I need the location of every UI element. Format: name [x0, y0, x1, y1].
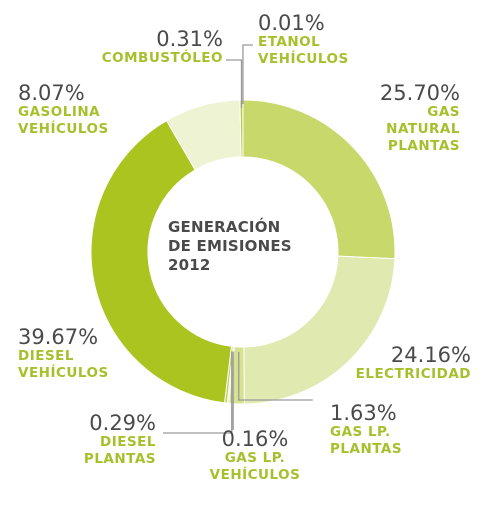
slice-name-line: VEHÍCULOS	[209, 467, 301, 483]
value-label: 1.63%	[330, 401, 397, 425]
slice-name-line: PLANTAS	[387, 138, 460, 154]
slice-name-line: GAS	[427, 104, 460, 120]
slice-electricidad	[243, 255, 396, 405]
value-label: 8.07%	[18, 81, 85, 105]
leader-line-etanol-vehiculos	[242, 44, 253, 105]
label-diesel-vehiculos: 39.67% DIESEL VEHÍCULOS	[18, 326, 109, 382]
slice-name-line: ELECTRICIDAD	[355, 366, 471, 382]
chart-title: GENERACIÓN DE EMISIONES 2012	[168, 218, 318, 275]
slice-name-line: DIESEL	[18, 348, 74, 364]
slice-diesel-veh-culos	[90, 119, 233, 404]
label-electricidad: 24.16% ELECTRICIDAD	[356, 344, 471, 383]
slice-name-line: VEHÍCULOS	[258, 51, 349, 67]
leader-line-combustoleo	[226, 59, 243, 109]
donut-slices	[90, 99, 396, 405]
slice-name-line: VEHÍCULOS	[18, 121, 109, 137]
slice-name-line: NATURAL	[386, 121, 460, 137]
title-line-2: DE EMISIONES	[168, 237, 292, 255]
value-label: 0.31%	[156, 27, 223, 51]
slice-name-line: GASOLINA	[18, 104, 101, 120]
value-label: 39.67%	[18, 325, 99, 349]
slice-name-line: DIESEL	[100, 434, 156, 450]
label-gas-natural-plantas: 25.70% GAS NATURAL PLANTAS	[380, 82, 460, 155]
label-etanol-vehiculos: 0.01% ETANOL VEHÍCULOS	[258, 12, 349, 68]
value-label: 0.16%	[221, 427, 289, 451]
slice-name-line: PLANTAS	[330, 441, 403, 457]
leader-line-gas-lp-plantas	[238, 351, 313, 401]
label-combustoleo: 0.31% COMBUSTÓLEO	[102, 28, 223, 67]
slice-name-line: GAS LP.	[330, 424, 391, 440]
value-label: 25.70%	[379, 81, 460, 105]
slice-name-line: COMBUSTÓLEO	[101, 50, 223, 66]
slice-name-line: PLANTAS	[83, 451, 156, 467]
slice-name-line: GAS LP.	[224, 450, 286, 466]
title-line-3: 2012	[168, 256, 211, 274]
value-label: 0.01%	[258, 11, 325, 35]
label-gas-lp-vehiculos: 0.16% GAS LP. VEHÍCULOS	[195, 428, 315, 484]
title-line-1: GENERACIÓN	[168, 218, 281, 236]
slice-gas-natural-plantas	[242, 99, 396, 260]
value-label: 24.16%	[390, 343, 471, 367]
value-label: 0.29%	[89, 411, 156, 435]
leader-line-diesel-plantas	[163, 351, 233, 434]
slice-name-line: ETANOL	[258, 34, 321, 50]
leader-lines	[163, 44, 313, 434]
label-diesel-plantas: 0.29% DIESEL PLANTAS	[84, 412, 156, 468]
label-gas-lp-plantas: 1.63% GAS LP. PLANTAS	[330, 402, 402, 458]
label-gasolina-vehiculos: 8.07% GASOLINA VEHÍCULOS	[18, 82, 109, 138]
slice-name-line: VEHÍCULOS	[18, 365, 109, 381]
